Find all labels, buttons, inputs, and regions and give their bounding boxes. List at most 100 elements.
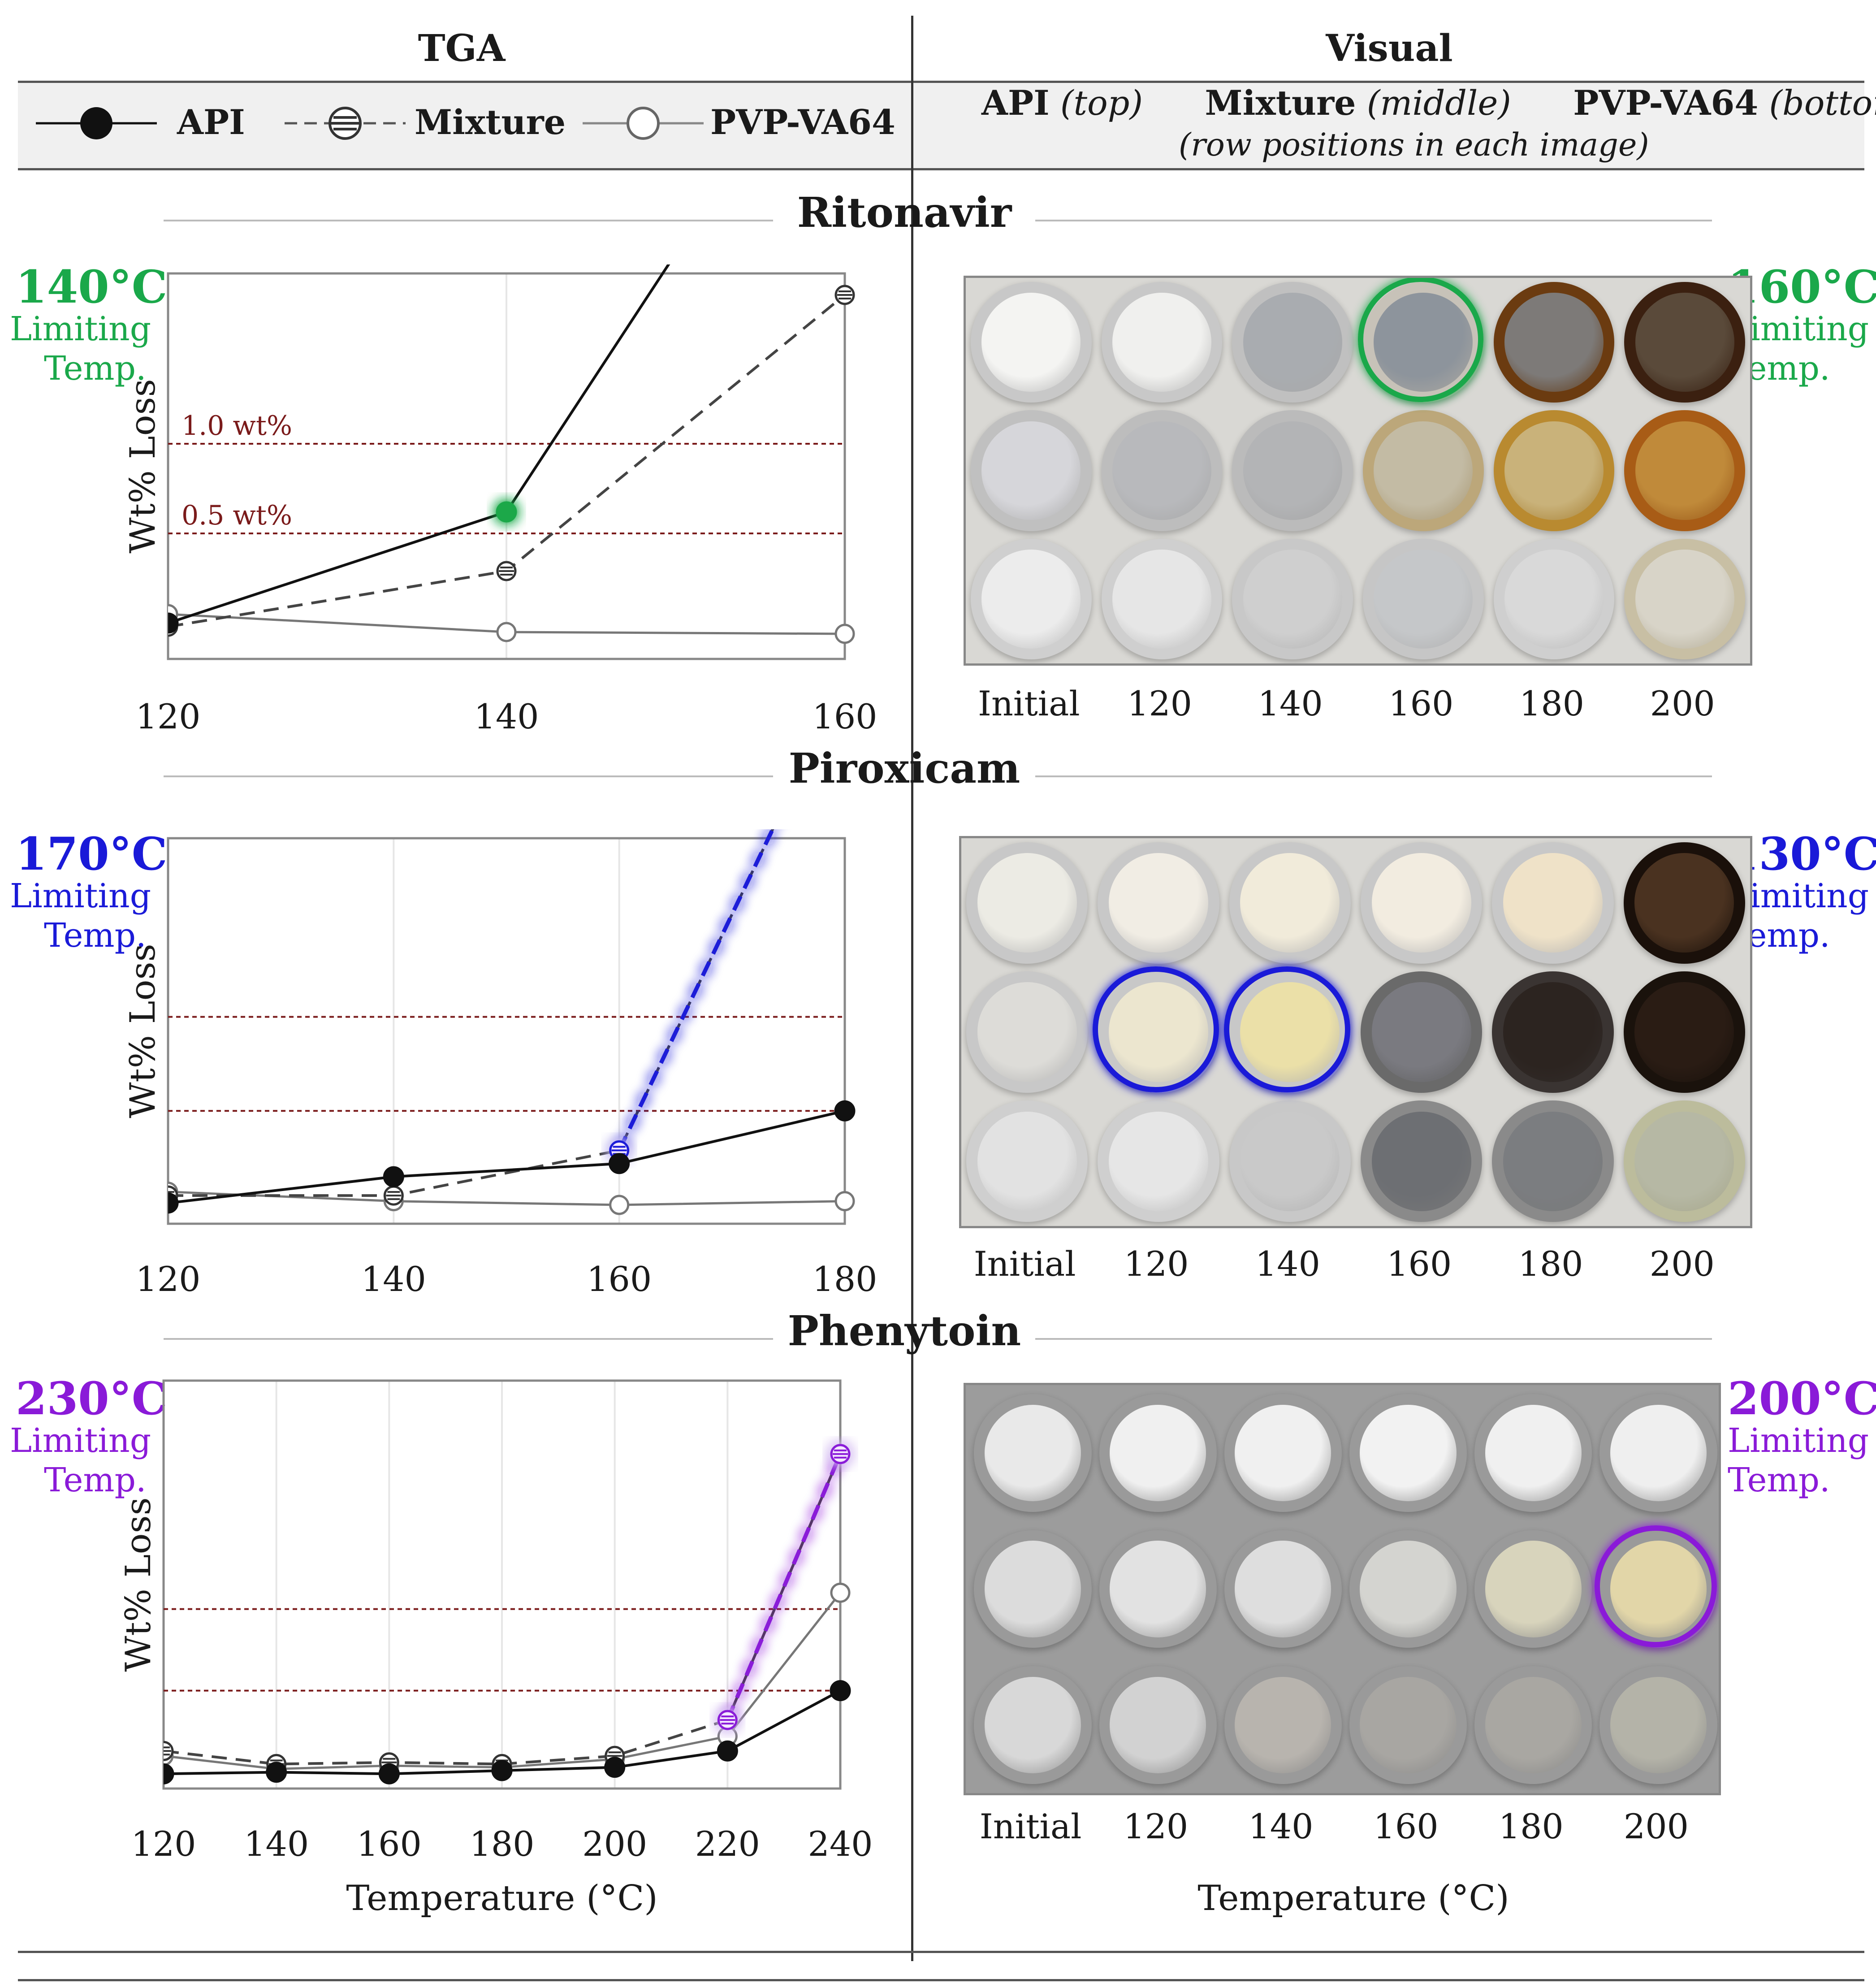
photo-column-label: 120: [1127, 684, 1193, 723]
threshold-label: 0.5 wt%: [182, 500, 292, 531]
sample-pan-content: [1503, 982, 1603, 1082]
sample-pan-content: [1112, 292, 1211, 392]
sample-pan-content: [1240, 1111, 1340, 1211]
sample-pan-content: [1243, 550, 1342, 649]
limit-circle: [1093, 966, 1219, 1093]
x-tick-label: 180: [469, 1824, 534, 1864]
data-point-api: [834, 1100, 856, 1122]
sample-pan-content: [1110, 1541, 1206, 1637]
footer-rule-bottom: [18, 1979, 1864, 1981]
photo-column-label: 160: [1388, 684, 1454, 723]
sample-pan-content: [1610, 1405, 1707, 1502]
visual-limit-value: 160°C: [1728, 260, 1876, 313]
sample-pan-content: [1108, 1111, 1209, 1211]
threshold-label: 1.0 wt%: [182, 410, 292, 442]
sample-pan-content: [1235, 1405, 1331, 1502]
sample-pan-content: [1235, 1541, 1331, 1637]
data-point-pvp: [609, 1195, 630, 1215]
tga-limiting-temp: 230°C Limiting Temp.: [0, 1376, 167, 1500]
sample-photo: [959, 836, 1752, 1228]
legend-api-marker: [80, 107, 112, 139]
tga-limit-label-1: Limiting: [10, 877, 151, 915]
tga-limit-label-2: Temp.: [44, 916, 147, 955]
data-point-api: [830, 1680, 851, 1702]
highlight-segment: [617, 829, 775, 1152]
sample-pan-content: [1243, 292, 1342, 392]
photo-column-label: 140: [1248, 1806, 1314, 1846]
tga-column-title: TGA: [418, 27, 506, 70]
sample-pan-content: [1634, 853, 1734, 953]
section-title: Phenytoin: [787, 1307, 1021, 1355]
x-tick-label: 160: [587, 1259, 652, 1299]
legend-mixture-label: Mixture: [415, 102, 566, 142]
data-point-api: [164, 1763, 174, 1784]
x-tick-label: 220: [695, 1824, 760, 1864]
visual-limiting-temp: 200°C Limiting Temp.: [1728, 1376, 1876, 1500]
photo-column-label: 140: [1258, 684, 1323, 723]
x-tick-label: 160: [357, 1824, 422, 1864]
y-axis-label: Wt% Loss: [118, 1497, 159, 1672]
sample-pan-content: [984, 1405, 1081, 1502]
x-tick-label: 180: [812, 1259, 877, 1299]
legend-bar: [18, 81, 1864, 170]
photo-column-label: Initial: [977, 684, 1080, 723]
section-rule-left: [164, 775, 773, 777]
sample-pan-content: [1235, 1676, 1331, 1773]
sample-pan-content: [1371, 982, 1471, 1082]
x-tick-label: 200: [582, 1824, 647, 1864]
data-point-api: [378, 1763, 400, 1784]
sample-pan-content: [1634, 982, 1734, 1082]
sample-pan-content: [1504, 292, 1604, 392]
data-point-api: [168, 612, 179, 634]
sample-pan-content: [1112, 421, 1211, 520]
sample-pan-content: [1485, 1676, 1582, 1773]
visual-legend-mixture-pos: (middle): [1366, 83, 1511, 123]
series-line-api: [168, 1109, 845, 1204]
legend-api-label: API: [177, 102, 245, 142]
tga-limiting-temp: 140°C Limiting Temp.: [0, 260, 168, 388]
column-divider: [911, 16, 913, 1961]
photo-column-label: Initial: [973, 1244, 1076, 1284]
visual-limit-label-1: Limiting: [1728, 1421, 1869, 1460]
visual-legend-mixture: Mixture: [1205, 83, 1356, 123]
tga-limit-value: 140°C: [16, 260, 168, 313]
x-tick-label: 140: [244, 1824, 309, 1864]
sample-pan-content: [1371, 1111, 1471, 1211]
x-tick-label: 140: [474, 697, 539, 736]
limit-circle: [1224, 966, 1351, 1093]
tga-limit-label-1: Limiting: [10, 310, 151, 348]
sample-pan-content: [1360, 1541, 1457, 1637]
visual-legend-note: (row positions in each image): [1179, 126, 1649, 163]
sample-pan-content: [1610, 1676, 1707, 1773]
sample-pan-content: [977, 853, 1077, 953]
sample-pan-content: [1108, 853, 1209, 953]
y-axis-label: Wt% Loss: [123, 379, 163, 553]
visual-legend-pvp-pos: (bottom): [1769, 83, 1876, 123]
data-point-pvp: [834, 1191, 855, 1212]
data-point-api: [604, 1757, 626, 1778]
data-point-api: [168, 1192, 179, 1214]
photo-column-label: 180: [1518, 1244, 1583, 1284]
photo-column-label: 200: [1623, 1806, 1689, 1846]
sample-pan-content: [1371, 853, 1471, 953]
x-tick-label: 140: [361, 1259, 426, 1299]
photo-column-label: 180: [1498, 1806, 1564, 1846]
data-point-pvp: [496, 622, 517, 642]
photo-column-label: 180: [1519, 684, 1585, 723]
photo-column-label: 160: [1373, 1806, 1439, 1846]
section-rule-left: [164, 220, 773, 221]
data-point-api: [383, 1166, 404, 1187]
legend-pvp-marker: [627, 107, 660, 140]
sample-pan-content: [1243, 421, 1342, 520]
sample-pan-content: [977, 1111, 1077, 1211]
photo-column-label: 160: [1387, 1244, 1452, 1284]
sample-pan-content: [1635, 292, 1734, 392]
section-rule-right: [1035, 775, 1712, 777]
sample-pan-content: [1635, 421, 1734, 520]
photo-column-label: 200: [1650, 684, 1715, 723]
visual-limit-value: 130°C: [1728, 827, 1876, 880]
sample-pan-content: [1360, 1405, 1457, 1502]
